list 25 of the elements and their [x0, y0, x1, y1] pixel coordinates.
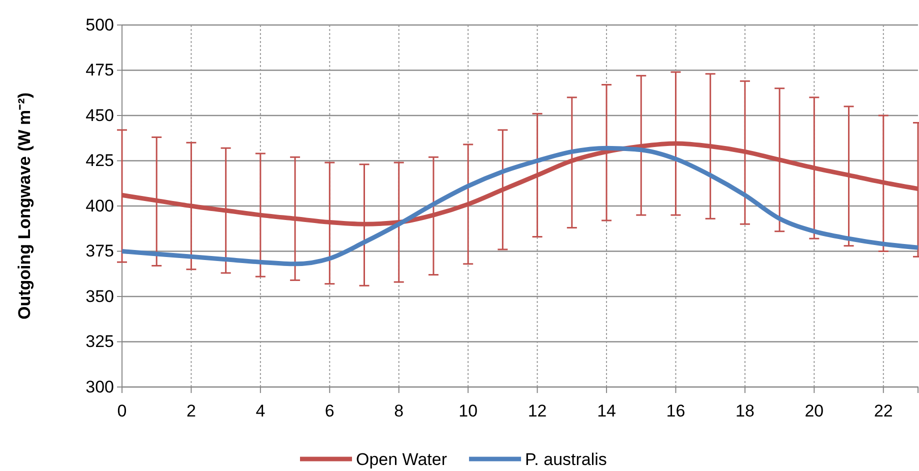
- line-series: [120, 146, 919, 266]
- x-tick-label: 8: [394, 401, 404, 420]
- y-tick-label: 500: [86, 15, 114, 34]
- x-tick-label: 14: [597, 401, 616, 420]
- y-tick-label: 375: [86, 242, 114, 261]
- y-tick-label: 350: [86, 286, 114, 306]
- y-tick-label: 450: [86, 106, 114, 125]
- x-tick-label: 12: [528, 401, 547, 420]
- y-tick-label: 400: [86, 196, 114, 216]
- x-tick-label: 6: [324, 401, 334, 420]
- x-tick-label: 2: [186, 401, 196, 420]
- x-tick-label: 4: [256, 401, 266, 420]
- y-tick-label: 475: [86, 60, 114, 80]
- x-tick-label: 0: [117, 401, 127, 420]
- x-tick-label: 18: [735, 401, 754, 420]
- x-tick-label: 10: [458, 401, 478, 420]
- legend-label: Open Water: [356, 450, 448, 469]
- y-tick-label: 325: [86, 332, 114, 352]
- x-tick-label: 22: [874, 401, 893, 420]
- x-tick-label: 20: [804, 401, 824, 420]
- y-axis-title: Outgoing Longwave (W m⁻²): [15, 92, 34, 320]
- x-tick-label: 16: [666, 401, 686, 420]
- y-tick-label: 425: [86, 151, 114, 170]
- y-tick-label: 300: [86, 377, 114, 396]
- legend-label: P. australis: [525, 450, 607, 469]
